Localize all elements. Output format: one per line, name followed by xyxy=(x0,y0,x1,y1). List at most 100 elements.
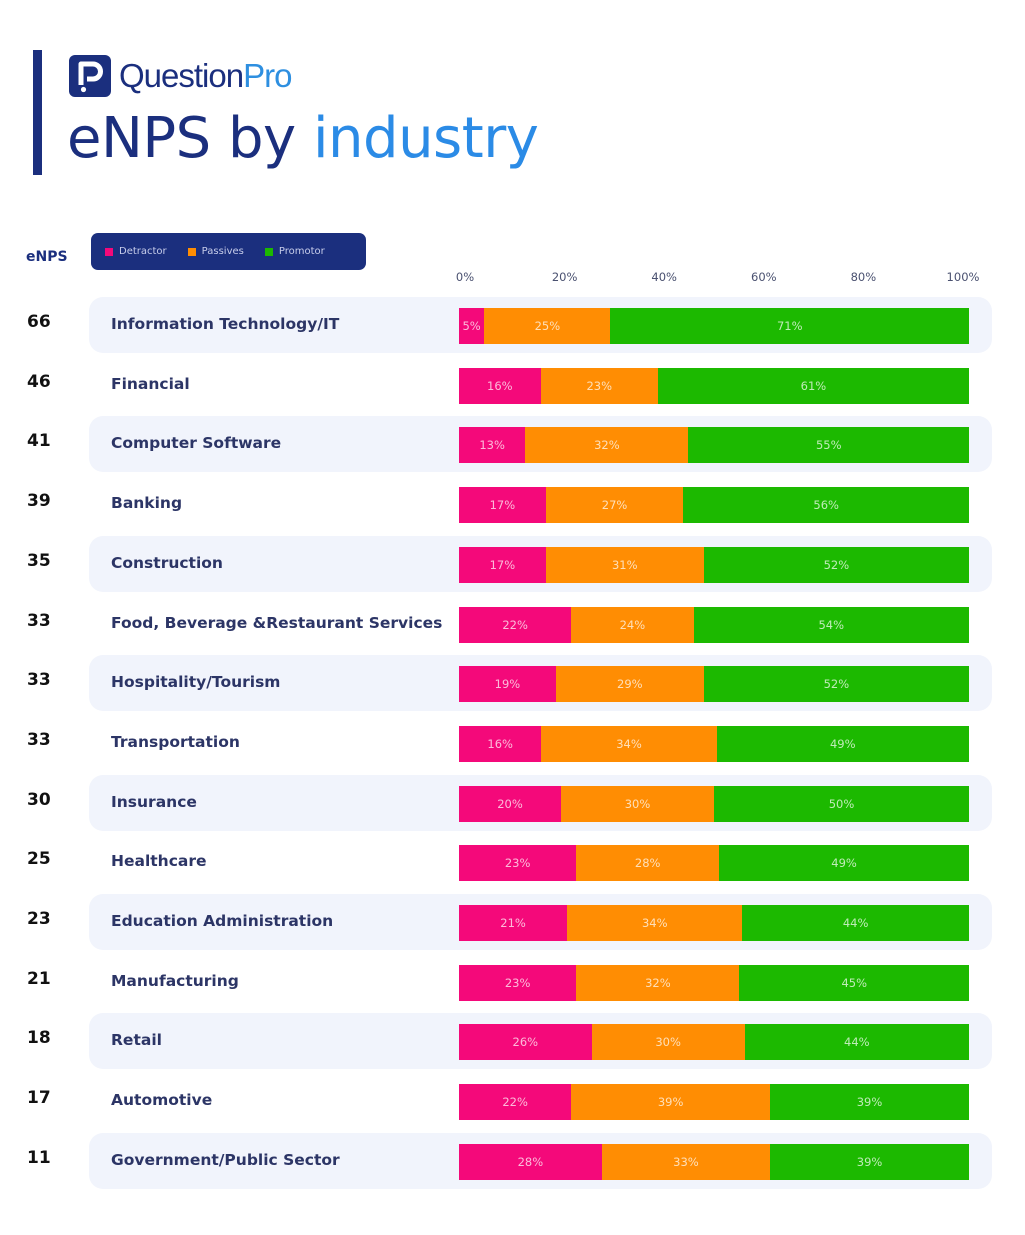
bar-segment-detractor: 23% xyxy=(459,965,577,1001)
bar-segment-passives: 23% xyxy=(540,368,658,404)
x-tick-label: 20% xyxy=(551,270,578,284)
bar-segment-promotor: 44% xyxy=(742,905,969,941)
data-label: 33% xyxy=(673,1155,699,1169)
industry-label: Hospitality/Tourism xyxy=(111,673,281,691)
chart-legend: Detractor Passives Promotor xyxy=(91,233,366,270)
legend-label: Passives xyxy=(201,246,244,257)
enps-score: 46 xyxy=(27,372,51,392)
bar-segment-promotor: 39% xyxy=(770,1144,969,1180)
bar-segment-passives: 27% xyxy=(545,487,684,523)
enps-score: 33 xyxy=(27,611,51,631)
bar-segment-promotor: 56% xyxy=(683,487,969,523)
legend-swatch-promotor xyxy=(264,247,273,256)
bar-segment-passives: 28% xyxy=(576,845,720,881)
data-label: 32% xyxy=(594,438,620,452)
stacked-bar: 19% 29% 52% xyxy=(459,666,969,702)
stacked-bar: 22% 24% 54% xyxy=(459,607,969,643)
industry-label: Healthcare xyxy=(111,852,207,870)
bar-segment-promotor: 39% xyxy=(770,1084,969,1120)
data-label: 16% xyxy=(487,379,513,393)
bar-segment-detractor: 22% xyxy=(459,607,572,643)
data-label: 13% xyxy=(479,438,505,452)
stacked-bar: 16% 34% 49% xyxy=(459,726,969,762)
data-label: 16% xyxy=(487,737,513,751)
bar-segment-passives: 30% xyxy=(591,1024,745,1060)
enps-score: 39 xyxy=(27,491,51,511)
stacked-bar: 17% 27% 56% xyxy=(459,487,969,523)
bar-segment-detractor: 23% xyxy=(459,845,577,881)
enps-score: 66 xyxy=(27,312,51,332)
bar-segment-detractor: 5% xyxy=(459,308,485,344)
data-label: 44% xyxy=(844,1035,870,1049)
page-title: eNPS by industry xyxy=(67,103,539,175)
bar-segment-promotor: 45% xyxy=(739,965,969,1001)
data-label: 28% xyxy=(517,1155,544,1169)
legend-item-detractor: Detractor xyxy=(105,246,167,257)
x-tick-label: 100% xyxy=(946,270,980,284)
bar-segment-detractor: 17% xyxy=(459,487,546,523)
data-label: 39% xyxy=(856,1155,883,1169)
data-label: 22% xyxy=(502,618,528,632)
bar-segment-detractor: 21% xyxy=(459,905,568,941)
data-label: 55% xyxy=(815,438,842,452)
enps-score: 21 xyxy=(27,969,51,989)
legend-item-passives: Passives xyxy=(187,246,244,257)
bar-segment-promotor: 52% xyxy=(703,666,969,702)
data-label: 19% xyxy=(494,677,521,691)
industry-label: Government/Public Sector xyxy=(111,1151,340,1169)
data-label: 34% xyxy=(641,916,668,930)
stacked-bar: 28% 33% 39% xyxy=(459,1144,969,1180)
industry-label: Computer Software xyxy=(111,434,282,452)
enps-score: 30 xyxy=(27,790,51,810)
data-label: 39% xyxy=(856,1095,883,1109)
enps-score: 25 xyxy=(27,849,51,869)
title-part-enps-by: eNPS by xyxy=(67,106,296,171)
data-label: 5% xyxy=(462,319,481,333)
industry-label: Retail xyxy=(111,1031,162,1049)
enps-score: 35 xyxy=(27,551,51,571)
bar-segment-promotor: 44% xyxy=(744,1024,969,1060)
bar-segment-promotor: 54% xyxy=(693,607,969,643)
data-label: 24% xyxy=(619,618,646,632)
data-label: 45% xyxy=(841,976,868,990)
stacked-bar: 20% 30% 50% xyxy=(459,786,969,822)
industry-label: Banking xyxy=(111,494,183,512)
bar-segment-promotor: 71% xyxy=(610,308,969,344)
data-label: 31% xyxy=(611,558,638,572)
stacked-bar: 16% 23% 61% xyxy=(459,368,969,404)
bar-segment-passives: 34% xyxy=(567,905,743,941)
legend-item-promotor: Promotor xyxy=(264,246,325,257)
industry-label: Education Administration xyxy=(111,912,334,930)
industry-label: Food, Beverage &Restaurant Services xyxy=(111,614,443,632)
data-label: 23% xyxy=(504,856,531,870)
legend-label: Promotor xyxy=(278,246,325,257)
data-label: 25% xyxy=(534,319,561,333)
bar-segment-passives: 25% xyxy=(484,308,611,344)
industry-label: Insurance xyxy=(111,793,197,811)
bar-segment-detractor: 19% xyxy=(459,666,556,702)
data-label: 29% xyxy=(617,677,643,691)
data-label: 61% xyxy=(800,379,827,393)
data-label: 71% xyxy=(776,319,803,333)
stacked-bar: 17% 31% 52% xyxy=(459,547,969,583)
data-label: 23% xyxy=(586,379,613,393)
legend-swatch-passives xyxy=(187,247,196,256)
stacked-bar: 5% 25% 71% xyxy=(459,308,969,344)
data-label: 17% xyxy=(489,558,516,572)
data-label: 32% xyxy=(645,976,671,990)
stacked-bar: 22% 39% 39% xyxy=(459,1084,969,1120)
enps-score: 41 xyxy=(27,431,51,451)
logo-wordmark: QuestionPro xyxy=(119,57,292,94)
stacked-bar: 23% 28% 49% xyxy=(459,845,969,881)
bar-segment-promotor: 55% xyxy=(688,427,969,463)
bar-segment-promotor: 61% xyxy=(657,368,969,404)
bar-segment-passives: 24% xyxy=(571,607,694,643)
enps-score: 17 xyxy=(27,1088,51,1108)
data-label: 28% xyxy=(634,856,661,870)
questionpro-logo: QuestionPro xyxy=(69,55,292,97)
industry-label: Financial xyxy=(111,375,190,393)
data-label: 20% xyxy=(497,797,523,811)
enps-column-header: eNPS xyxy=(26,249,68,265)
bar-segment-passives: 32% xyxy=(525,427,689,463)
data-label: 21% xyxy=(500,916,526,930)
